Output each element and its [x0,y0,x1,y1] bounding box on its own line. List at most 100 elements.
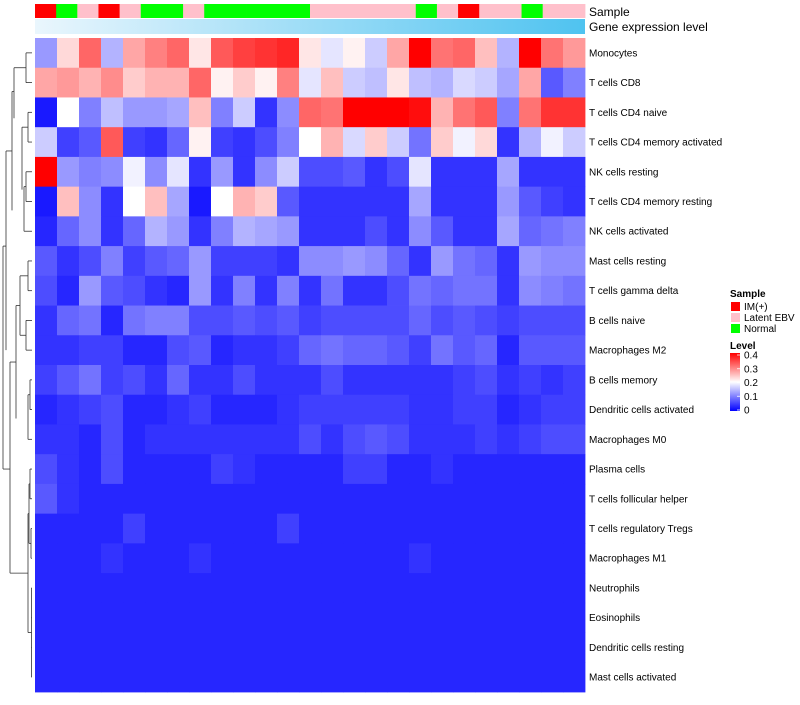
legend-tick-label: 0.4 [744,351,758,362]
heatmap-cell [365,543,388,574]
heatmap-cell [57,305,80,336]
heatmap-cell [519,38,542,69]
row-label: T cells CD8 [589,78,641,89]
heatmap-cell [145,513,168,544]
sample-annotation-cell [288,4,311,18]
heatmap-cell [343,97,366,128]
heatmap-cell [453,67,476,98]
heatmap-cell [79,573,102,604]
heatmap-cell [57,156,80,188]
heatmap-cell [299,97,322,128]
row-label: Mast cells activated [589,673,676,684]
heatmap-cell [167,216,190,247]
heatmap-cell [541,454,564,485]
heatmap-cell [233,543,256,574]
heatmap-cell [387,67,410,98]
heatmap-cell [101,97,124,128]
heatmap-cell [409,543,432,574]
heatmap-cell [563,127,586,158]
heatmap-cell [475,365,498,396]
heatmap-cell [365,246,388,277]
heatmap-cell [563,97,586,128]
heatmap-cell [255,424,278,455]
heatmap-cell [233,424,256,455]
heatmap-cell [431,38,454,69]
heatmap-cell [365,394,388,425]
heatmap-cell [79,305,102,336]
heatmap-cell [211,156,234,188]
heatmap-cell [541,127,564,158]
heatmap-cell [541,335,564,366]
heatmap-cell [211,662,234,693]
heatmap-cell [189,335,212,366]
heatmap-cell [387,38,410,69]
heatmap-cell [541,216,564,247]
heatmap-cell [277,632,300,663]
heatmap-cell [189,38,212,69]
heatmap-cell [167,394,190,425]
heatmap-cell [387,602,410,633]
row-label: Monocytes [589,48,637,59]
heatmap-cell [431,216,454,247]
heatmap-cell [387,365,410,396]
heatmap-cell [167,424,190,455]
sample-annotation-label: Sample [589,5,630,19]
heatmap-cell [101,335,124,366]
heatmap-cell [35,424,58,455]
heatmap-cell [101,216,124,247]
heatmap-cell [321,513,344,544]
heatmap-cells [35,38,586,693]
heatmap-cell [101,573,124,604]
heatmap-cell [431,662,454,693]
sample-annotation-cell [267,4,290,18]
heatmap-cell [123,573,146,604]
heatmap-cell [519,454,542,485]
heatmap-cell [35,483,58,515]
heatmap-cell [211,543,234,574]
row-label: Macrophages M2 [589,346,667,357]
heatmap-cell [387,97,410,128]
heatmap-cell [519,513,542,544]
expression-level-bar [35,19,585,34]
heatmap-cell [277,602,300,633]
heatmap-cell [277,67,300,98]
heatmap-cell [365,424,388,455]
heatmap-cell [387,305,410,336]
heatmap-cell [277,275,300,306]
heatmap-cell [123,662,146,693]
heatmap-cell [343,424,366,455]
heatmap-cell [123,67,146,98]
heatmap-cell [233,97,256,128]
heatmap-cell [233,275,256,306]
expression-annotation-label: Gene expression level [589,20,708,34]
heatmap-cell [35,365,58,396]
heatmap-cell [453,424,476,455]
heatmap-cell [453,156,476,188]
heatmap-cell [453,365,476,396]
heatmap-cell [145,127,168,158]
heatmap-cell [387,543,410,574]
legend-swatch [731,324,740,333]
heatmap-cell [211,573,234,604]
heatmap-cell [255,186,278,217]
sample-annotation-bar [35,4,586,18]
heatmap-cell [343,632,366,663]
heatmap-cell [145,632,168,663]
heatmap-cell [563,186,586,217]
row-label: B cells memory [589,375,657,386]
heatmap-cell [233,365,256,396]
heatmap-cell [563,305,586,336]
heatmap-cell [497,543,520,574]
heatmap-cell [79,186,102,217]
heatmap-cell [277,186,300,217]
heatmap-cell [123,632,146,663]
heatmap-cell [299,186,322,217]
heatmap-cell [409,305,432,336]
heatmap-cell [519,632,542,663]
heatmap-cell [79,216,102,247]
heatmap-cell [431,127,454,158]
legend-swatch [731,302,740,311]
heatmap-cell [123,305,146,336]
heatmap-cell [365,573,388,604]
